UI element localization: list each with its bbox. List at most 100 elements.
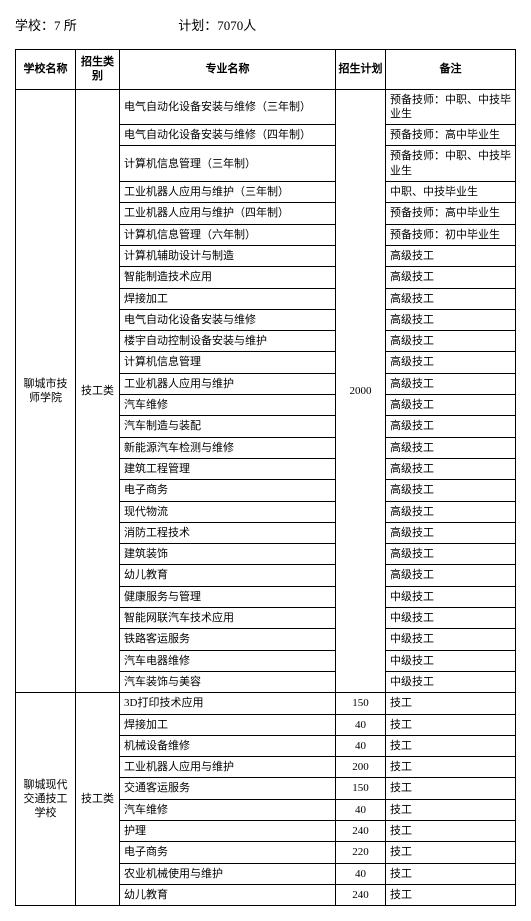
note-cell: 中级技工 (386, 650, 516, 671)
category-cell: 技工类 (76, 89, 120, 693)
major-cell: 健康服务与管理 (120, 586, 336, 607)
major-cell: 机械设备维修 (120, 735, 336, 756)
major-cell: 工业机器人应用与维护 (120, 757, 336, 778)
note-cell: 预备技师：初中毕业生 (386, 224, 516, 245)
note-cell: 高级技工 (386, 501, 516, 522)
note-cell: 技工 (386, 714, 516, 735)
note-cell: 技工 (386, 778, 516, 799)
note-cell: 高级技工 (386, 288, 516, 309)
plan-cell: 40 (336, 735, 386, 756)
major-cell: 电气自动化设备安装与维修（四年制） (120, 125, 336, 146)
major-cell: 智能网联汽车技术应用 (120, 608, 336, 629)
note-cell: 预备技师：高中毕业生 (386, 125, 516, 146)
plan-cell: 240 (336, 820, 386, 841)
major-cell: 电气自动化设备安装与维修（三年制） (120, 89, 336, 125)
major-cell: 楼宇自动控制设备安装与维护 (120, 331, 336, 352)
plan-cell: 150 (336, 778, 386, 799)
major-cell: 农业机械使用与维护 (120, 863, 336, 884)
note-cell: 技工 (386, 842, 516, 863)
plan-cell: 150 (336, 693, 386, 714)
major-cell: 幼儿教育 (120, 565, 336, 586)
major-cell: 铁路客运服务 (120, 629, 336, 650)
note-cell: 中级技工 (386, 671, 516, 692)
plan-cell: 40 (336, 714, 386, 735)
major-cell: 计算机信息管理 (120, 352, 336, 373)
th-note: 备注 (386, 50, 516, 90)
note-cell: 高级技工 (386, 352, 516, 373)
th-plan: 招生计划 (336, 50, 386, 90)
table-row: 聊城市技师学院技工类电气自动化设备安装与维修（三年制）2000预备技师：中职、中… (16, 89, 516, 125)
note-cell: 技工 (386, 863, 516, 884)
note-cell: 预备技师：高中毕业生 (386, 203, 516, 224)
major-cell: 计算机信息管理（六年制） (120, 224, 336, 245)
school-cell: 聊城市技师学院 (16, 89, 76, 693)
major-cell: 电子商务 (120, 842, 336, 863)
note-cell: 中职、中技毕业生 (386, 182, 516, 203)
note-cell: 中级技工 (386, 586, 516, 607)
plan-cell: 40 (336, 799, 386, 820)
note-cell: 高级技工 (386, 437, 516, 458)
note-cell: 高级技工 (386, 544, 516, 565)
major-cell: 电气自动化设备安装与维修 (120, 309, 336, 330)
table-header-row: 学校名称 招生类别 专业名称 招生计划 备注 (16, 50, 516, 90)
major-cell: 汽车电器维修 (120, 650, 336, 671)
major-cell: 3D打印技术应用 (120, 693, 336, 714)
major-cell: 汽车维修 (120, 395, 336, 416)
major-cell: 工业机器人应用与维护（三年制） (120, 182, 336, 203)
note-cell: 预备技师：中职、中技毕业生 (386, 146, 516, 182)
major-cell: 交通客运服务 (120, 778, 336, 799)
header-line: 学校：7 所 计划：7070人 (15, 15, 516, 34)
note-cell: 技工 (386, 820, 516, 841)
major-cell: 计算机信息管理（三年制） (120, 146, 336, 182)
note-cell: 高级技工 (386, 267, 516, 288)
school-cell: 聊城现代交通技工学校 (16, 693, 76, 906)
major-cell: 建筑装饰 (120, 544, 336, 565)
major-cell: 工业机器人应用与维护 (120, 373, 336, 394)
note-cell: 高级技工 (386, 331, 516, 352)
note-cell: 高级技工 (386, 309, 516, 330)
plan-cell: 40 (336, 863, 386, 884)
note-cell: 高级技工 (386, 395, 516, 416)
enrollment-table: 学校名称 招生类别 专业名称 招生计划 备注 聊城市技师学院技工类电气自动化设备… (15, 49, 516, 906)
th-school: 学校名称 (16, 50, 76, 90)
note-cell: 技工 (386, 735, 516, 756)
major-cell: 汽车维修 (120, 799, 336, 820)
note-cell: 预备技师：中职、中技毕业生 (386, 89, 516, 125)
major-cell: 工业机器人应用与维护（四年制） (120, 203, 336, 224)
th-major: 专业名称 (120, 50, 336, 90)
th-category: 招生类别 (76, 50, 120, 90)
note-cell: 高级技工 (386, 458, 516, 479)
plan-cell: 220 (336, 842, 386, 863)
major-cell: 消防工程技术 (120, 522, 336, 543)
note-cell: 高级技工 (386, 245, 516, 266)
major-cell: 电子商务 (120, 480, 336, 501)
note-cell: 中级技工 (386, 629, 516, 650)
major-cell: 汽车装饰与美容 (120, 671, 336, 692)
table-row: 聊城现代交通技工学校技工类3D打印技术应用150技工 (16, 693, 516, 714)
note-cell: 高级技工 (386, 480, 516, 501)
note-cell: 高级技工 (386, 416, 516, 437)
note-cell: 高级技工 (386, 565, 516, 586)
note-cell: 技工 (386, 757, 516, 778)
major-cell: 新能源汽车检测与维修 (120, 437, 336, 458)
major-cell: 计算机辅助设计与制造 (120, 245, 336, 266)
note-cell: 高级技工 (386, 373, 516, 394)
plan-cell: 200 (336, 757, 386, 778)
plan-cell: 240 (336, 884, 386, 905)
note-cell: 技工 (386, 799, 516, 820)
note-cell: 高级技工 (386, 522, 516, 543)
major-cell: 智能制造技术应用 (120, 267, 336, 288)
note-cell: 技工 (386, 693, 516, 714)
major-cell: 焊接加工 (120, 714, 336, 735)
major-cell: 护理 (120, 820, 336, 841)
schools-count-label: 学校：7 所 (15, 15, 175, 34)
category-cell: 技工类 (76, 693, 120, 906)
major-cell: 幼儿教育 (120, 884, 336, 905)
major-cell: 汽车制造与装配 (120, 416, 336, 437)
major-cell: 建筑工程管理 (120, 458, 336, 479)
major-cell: 焊接加工 (120, 288, 336, 309)
note-cell: 中级技工 (386, 608, 516, 629)
note-cell: 技工 (386, 884, 516, 905)
plan-count-label: 计划：7070人 (178, 15, 256, 34)
major-cell: 现代物流 (120, 501, 336, 522)
